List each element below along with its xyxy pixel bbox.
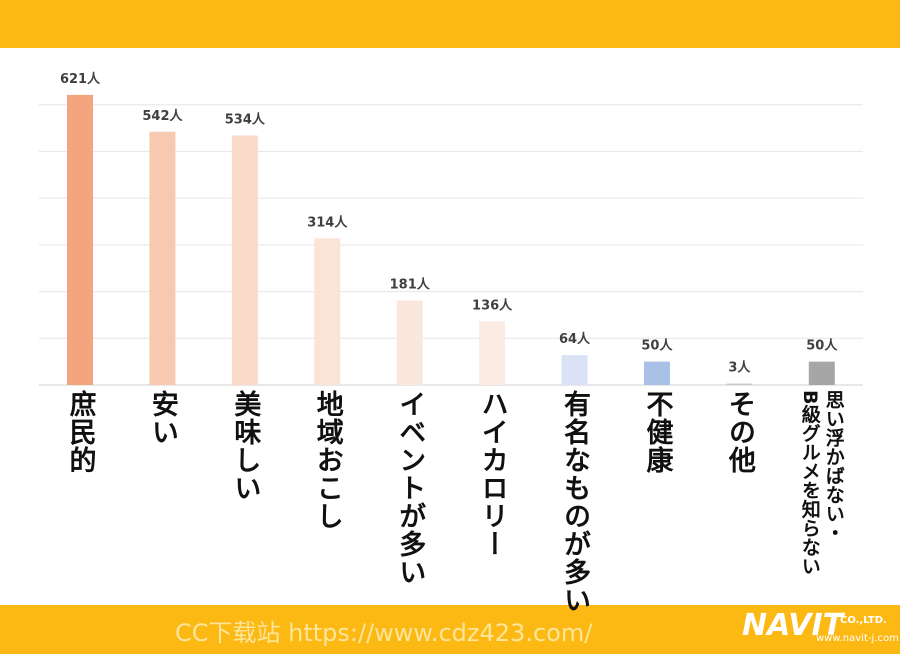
logo: NAVIT [742,608,844,643]
value-label: 542人 [142,108,183,124]
x-tick-label: 安い [146,390,178,446]
bar [479,321,506,385]
x-tick-label: 地域おこし [311,390,343,530]
x-tick-label: 思い浮かばない・ B級グルメを知らない [798,390,845,576]
bar [314,238,341,385]
value-label: 621人 [60,71,101,87]
x-tick-label: 美味しい [229,390,261,502]
bar [149,131,176,385]
value-label: 50人 [806,338,838,354]
company: CO.,LTD. [840,615,887,626]
footer-band: CC下载站 https://www.cdz423.com/ NAVIT CO.,… [0,605,900,654]
value-label: 64人 [559,331,591,347]
x-tick-label: 有名なものが多い [559,390,591,614]
bar [231,135,258,385]
x-tick-label: 庶民的 [64,390,96,474]
value-label: 314人 [307,214,348,230]
bar [67,94,94,385]
bar [643,361,670,385]
x-tick-label: イベントが多い [394,390,426,586]
bar [396,300,423,385]
x-tick-label: その他 [723,390,755,474]
value-label: 534人 [225,112,266,128]
value-label: 3人 [728,360,751,376]
value-label: 181人 [390,276,431,292]
bar [561,355,588,385]
x-tick-label: 不健康 [641,390,673,474]
x-tick-label: ハイカロリー [476,390,508,558]
url: www.navit-j.com [816,633,899,644]
header-band [0,0,900,48]
watermark: CC下载站 https://www.cdz423.com/ [175,619,593,647]
bar [808,361,835,385]
value-label: 136人 [472,297,513,313]
value-label: 50人 [641,338,673,354]
bar [726,383,753,385]
